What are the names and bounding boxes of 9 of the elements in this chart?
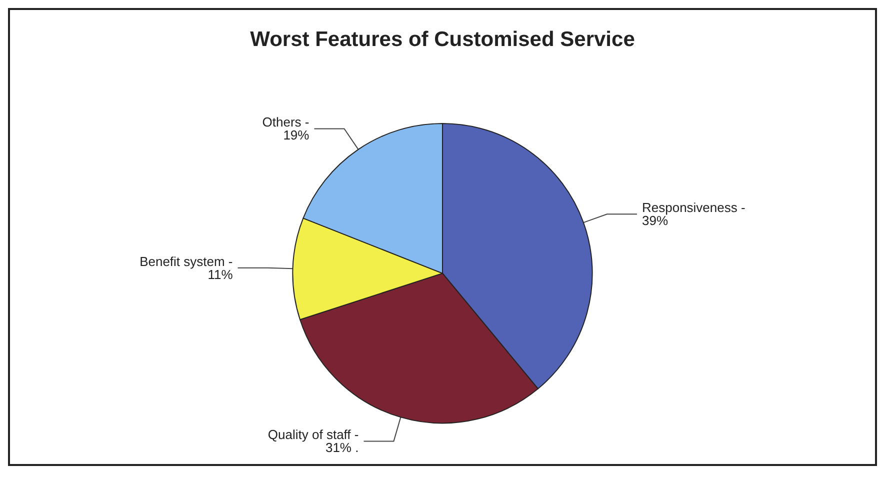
data-label: 19% — [283, 128, 310, 143]
chart-title: Worst Features of Customised Service — [250, 28, 635, 51]
slice-label: Quality of staff - — [268, 427, 359, 442]
slice-label: Others - — [262, 114, 310, 130]
data-label: 31% . — [325, 440, 359, 456]
slice-label: Responsiveness - — [642, 200, 746, 216]
slice-label: Benefit system - — [140, 254, 233, 269]
data-label: 11% — [208, 266, 234, 282]
data-label: 39% — [642, 213, 668, 228]
